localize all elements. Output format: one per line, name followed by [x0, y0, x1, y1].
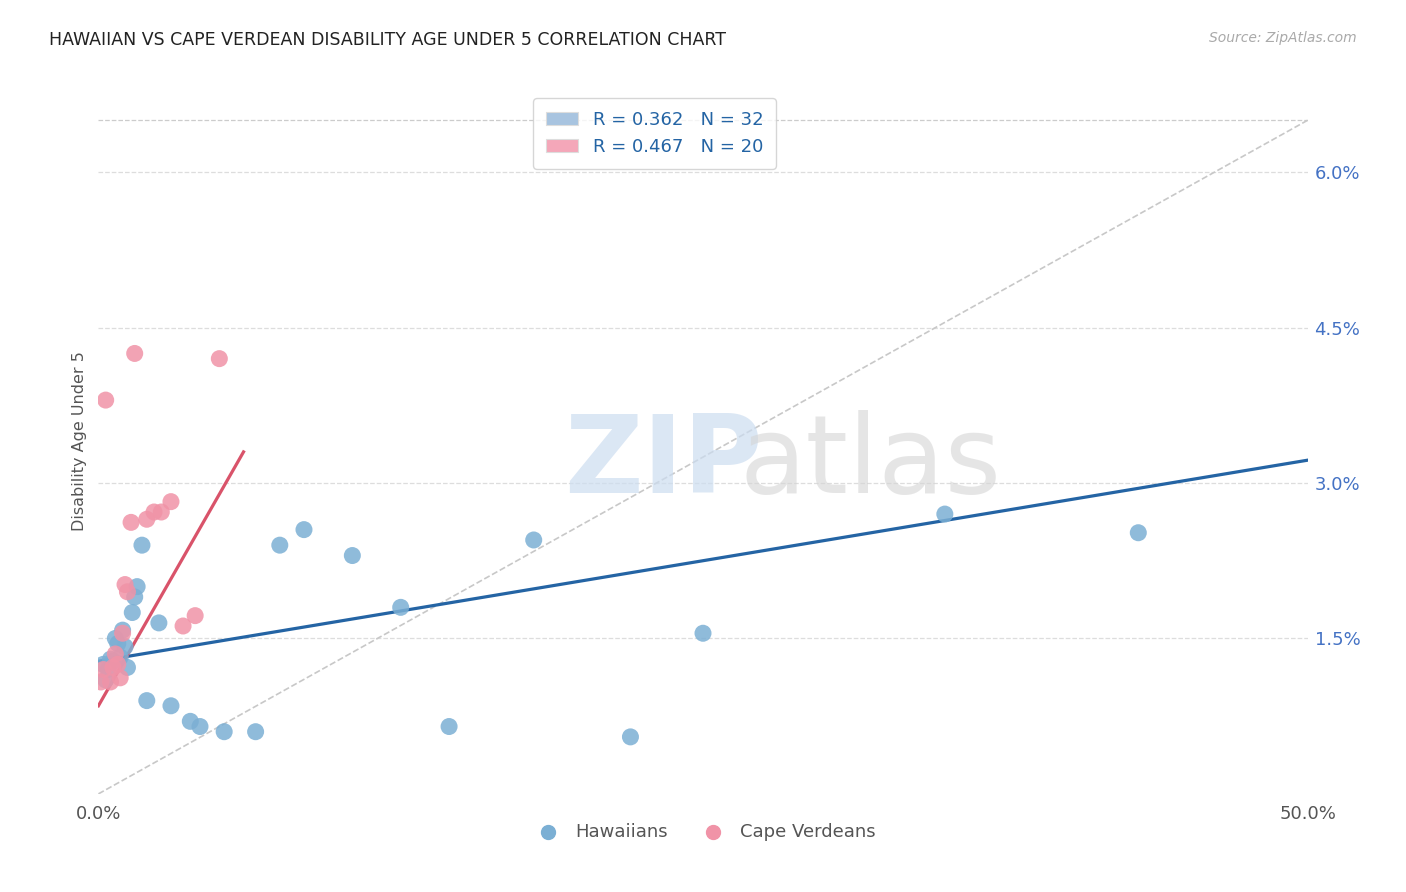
Point [135, 512, 157, 526]
Point [100, 652, 122, 666]
Point [179, 714, 201, 729]
Point [131, 538, 153, 552]
Point [101, 660, 124, 674]
Point [160, 494, 183, 508]
Point [212, 724, 235, 739]
Point [111, 626, 134, 640]
Point [150, 505, 173, 519]
Point [389, 600, 412, 615]
Point [94, 673, 117, 687]
Point [619, 730, 641, 744]
Point [117, 660, 139, 674]
Point [107, 637, 129, 651]
Point [90, 675, 112, 690]
Text: ZIP: ZIP [564, 409, 762, 516]
Point [523, 533, 546, 547]
Point [135, 693, 157, 707]
Point [101, 654, 124, 668]
Point [114, 640, 136, 654]
Point [245, 724, 267, 739]
Point [292, 523, 315, 537]
Text: Source: ZipAtlas.com: Source: ZipAtlas.com [1209, 31, 1357, 45]
Point [148, 615, 170, 630]
Legend: Hawaiians, Cape Verdeans: Hawaiians, Cape Verdeans [523, 816, 883, 848]
Point [172, 619, 194, 633]
Point [934, 507, 956, 521]
Point [117, 584, 139, 599]
Point [1128, 525, 1150, 540]
Point [143, 505, 166, 519]
Y-axis label: Disability Age Under 5: Disability Age Under 5 [72, 351, 87, 532]
Point [91, 657, 114, 672]
Point [184, 608, 207, 623]
Point [111, 623, 134, 637]
Point [114, 577, 136, 591]
Point [160, 698, 183, 713]
Point [188, 719, 211, 733]
Point [104, 647, 127, 661]
Point [124, 590, 146, 604]
Point [342, 549, 364, 563]
Text: HAWAIIAN VS CAPE VERDEAN DISABILITY AGE UNDER 5 CORRELATION CHART: HAWAIIAN VS CAPE VERDEAN DISABILITY AGE … [49, 31, 727, 49]
Point [120, 516, 142, 530]
Point [108, 671, 131, 685]
Point [108, 650, 131, 665]
Point [269, 538, 291, 552]
Point [100, 675, 122, 690]
Point [121, 606, 143, 620]
Point [94, 393, 117, 408]
Point [127, 580, 149, 594]
Point [124, 346, 146, 360]
Point [692, 626, 714, 640]
Point [91, 663, 114, 677]
Point [97, 663, 120, 677]
Point [208, 351, 231, 366]
Point [107, 657, 129, 672]
Point [437, 719, 460, 733]
Text: atlas: atlas [740, 409, 1001, 516]
Point [104, 632, 127, 646]
